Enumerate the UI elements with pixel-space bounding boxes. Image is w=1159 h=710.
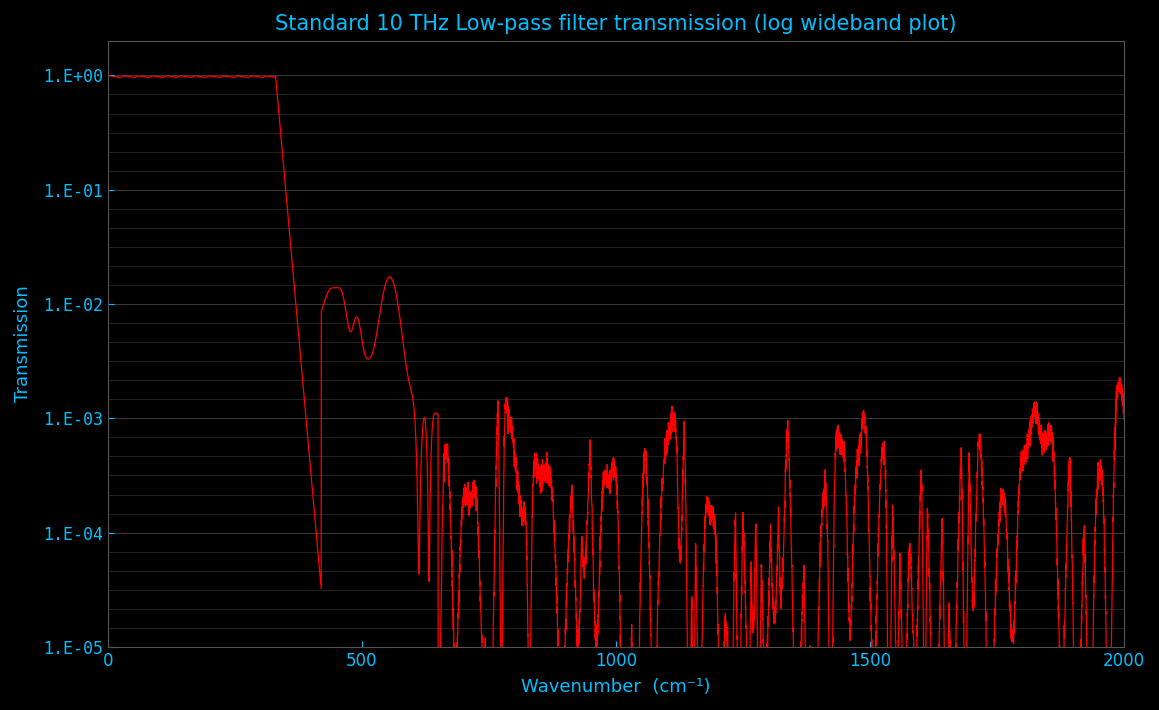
- X-axis label: Wavenumber  (cm⁻¹): Wavenumber (cm⁻¹): [522, 678, 710, 696]
- Title: Standard 10 THz Low-pass filter transmission (log wideband plot): Standard 10 THz Low-pass filter transmis…: [275, 14, 956, 34]
- Y-axis label: Transmission: Transmission: [14, 285, 32, 403]
